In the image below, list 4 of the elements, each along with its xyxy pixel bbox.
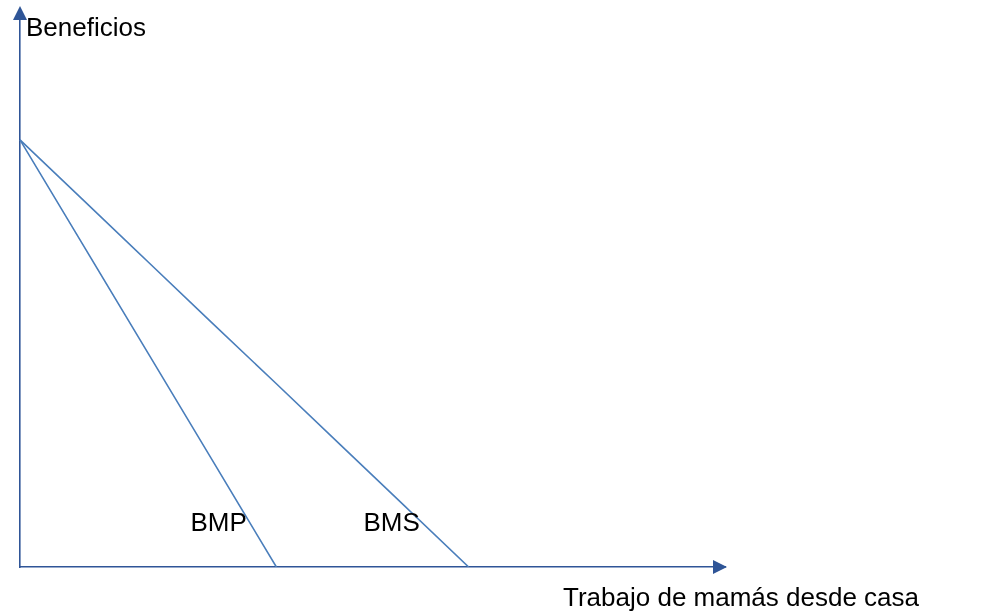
- y-axis-title: Beneficios: [26, 12, 146, 43]
- x-axis-title: Trabajo de mamás desde casa: [563, 582, 920, 613]
- series-label: BMP: [190, 507, 247, 538]
- series-label: BMS: [363, 507, 420, 538]
